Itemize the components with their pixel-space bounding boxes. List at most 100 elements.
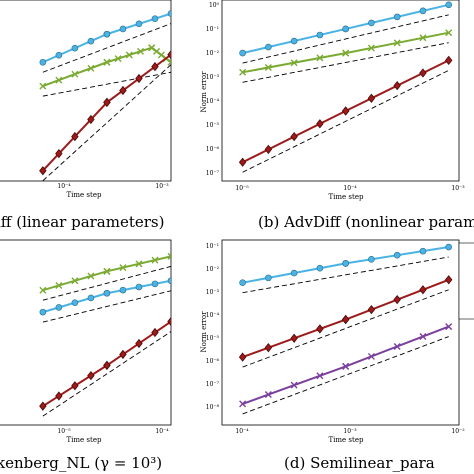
reference-slope-line — [42, 23, 171, 73]
y-tick-label: 10⁻⁴ — [206, 312, 220, 319]
x-tick-label: 10⁻⁴ — [57, 183, 71, 190]
data-point — [87, 294, 95, 302]
x-tick-label: 10⁻⁴ — [343, 185, 357, 192]
data-point — [316, 119, 324, 129]
data-point — [367, 93, 376, 103]
data-point — [55, 76, 63, 84]
data-point — [71, 131, 79, 142]
y-tick-label: 10⁰ — [209, 2, 220, 9]
data-point — [167, 277, 171, 285]
caption: iff (linear parameters) — [0, 213, 164, 231]
x-tick-label: 10⁻⁵ — [235, 185, 249, 192]
data-point — [342, 260, 349, 267]
data-point — [238, 157, 247, 167]
data-point — [55, 281, 63, 289]
data-point — [119, 85, 127, 96]
reference-slope-line — [242, 336, 449, 415]
data-point — [341, 106, 350, 116]
data-point — [393, 39, 401, 47]
data-point — [445, 243, 452, 251]
data-point — [445, 1, 452, 9]
data-point — [341, 314, 350, 325]
x-tick-label: 10⁻² — [451, 428, 465, 435]
data-point — [151, 15, 159, 22]
data-point — [135, 338, 143, 349]
series-line — [242, 325, 450, 405]
x-tick-label: 10⁻⁴ — [235, 428, 249, 435]
axes-frame — [0, 239, 172, 426]
data-point — [39, 58, 47, 66]
data-point — [368, 19, 375, 27]
data-point — [71, 277, 79, 285]
data-point — [157, 51, 165, 59]
data-point — [103, 30, 111, 38]
data-point — [419, 7, 427, 15]
y-tick-label: 10⁻² — [206, 266, 220, 273]
data-point — [290, 333, 298, 343]
data-point — [119, 286, 127, 294]
reference-slope-line — [42, 265, 171, 301]
data-point — [153, 47, 161, 55]
axes-frame — [221, 0, 460, 182]
reference-slope-line — [242, 42, 449, 83]
data-point — [71, 299, 79, 306]
data-point — [367, 352, 375, 360]
data-point — [119, 349, 127, 360]
data-point — [167, 316, 171, 327]
y-tick-label: 10⁻⁷ — [206, 381, 220, 388]
plot-area — [39, 252, 171, 417]
data-point — [135, 260, 143, 268]
data-point — [151, 61, 159, 72]
plot-layer — [39, 1, 453, 417]
plot-area — [238, 1, 453, 173]
panel-c: 10⁻⁵ 10⁻⁴ Time step kenberg_NL (γ = 10³) — [0, 239, 172, 472]
data-point — [151, 280, 159, 288]
data-point — [316, 324, 324, 334]
x-axis-label: Time step — [67, 191, 102, 199]
legend-box — [458, 242, 474, 320]
caption: (d) Semilinear_para — [284, 454, 435, 472]
y-tick-label: 10⁻⁵ — [206, 122, 220, 129]
data-point — [151, 256, 159, 264]
data-point — [290, 37, 298, 45]
data-point — [239, 68, 247, 76]
x-tick-label: 10⁻³ — [155, 183, 169, 190]
data-point — [444, 275, 453, 285]
y-tick-label: 10⁻⁶ — [206, 146, 220, 153]
reference-slope-line — [42, 331, 171, 417]
data-point — [103, 267, 111, 275]
panel-d: 10⁻⁴ 10⁻³ 10⁻² Time step Norm error 10⁻¹… — [200, 239, 465, 472]
data-point — [419, 333, 427, 341]
data-point — [71, 70, 79, 78]
data-point — [55, 304, 63, 311]
y-axis-label: Norm error — [200, 71, 208, 113]
reference-slope-line — [242, 14, 449, 64]
plot-area — [39, 10, 171, 181]
data-point — [39, 286, 47, 294]
reference-slope-line — [242, 69, 449, 173]
data-point — [103, 97, 111, 108]
data-point — [125, 51, 133, 59]
plot-area — [238, 243, 453, 415]
reference-slope-line — [42, 290, 171, 323]
data-point — [316, 54, 324, 62]
x-axis-label: Time step — [329, 193, 364, 201]
y-tick-label: 10⁻⁷ — [206, 170, 220, 177]
reference-slope-line — [242, 289, 449, 368]
data-point — [71, 44, 79, 52]
data-point — [87, 370, 95, 381]
data-point — [103, 289, 111, 297]
data-point — [264, 144, 273, 155]
reference-slope-line — [242, 256, 449, 294]
data-point — [239, 400, 247, 408]
data-point — [367, 304, 376, 315]
y-tick-label: 10⁻⁵ — [206, 335, 220, 342]
data-point — [290, 59, 298, 67]
data-point — [55, 149, 63, 159]
data-point — [148, 44, 156, 52]
data-point — [87, 64, 95, 72]
data-point — [367, 44, 375, 52]
data-point — [167, 58, 171, 66]
reference-slope-line — [42, 64, 171, 181]
